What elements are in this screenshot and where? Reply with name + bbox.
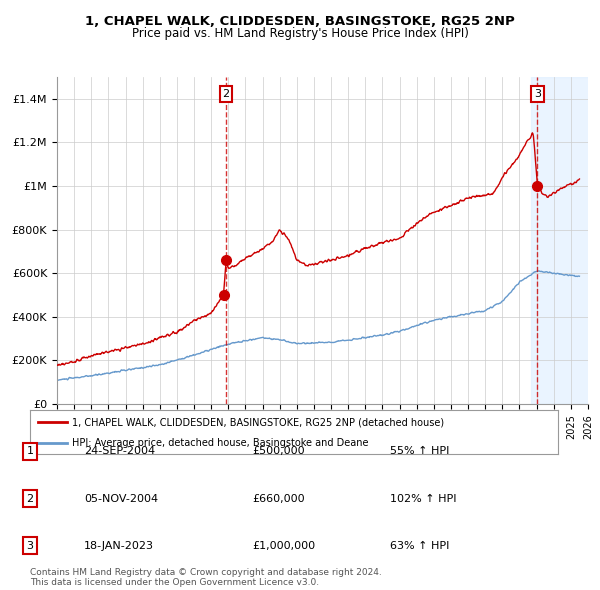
Text: Contains HM Land Registry data © Crown copyright and database right 2024.: Contains HM Land Registry data © Crown c… — [30, 568, 382, 576]
Text: 2: 2 — [26, 494, 34, 503]
Text: 1, CHAPEL WALK, CLIDDESDEN, BASINGSTOKE, RG25 2NP (detached house): 1, CHAPEL WALK, CLIDDESDEN, BASINGSTOKE,… — [72, 418, 445, 427]
Text: 63% ↑ HPI: 63% ↑ HPI — [390, 541, 449, 550]
Text: 2: 2 — [223, 89, 230, 99]
Text: 18-JAN-2023: 18-JAN-2023 — [84, 541, 154, 550]
Text: 1: 1 — [26, 447, 34, 456]
Text: 102% ↑ HPI: 102% ↑ HPI — [390, 494, 457, 503]
Text: HPI: Average price, detached house, Basingstoke and Deane: HPI: Average price, detached house, Basi… — [72, 438, 369, 448]
Text: £500,000: £500,000 — [252, 447, 305, 456]
Text: 05-NOV-2004: 05-NOV-2004 — [84, 494, 158, 503]
Text: This data is licensed under the Open Government Licence v3.0.: This data is licensed under the Open Gov… — [30, 578, 319, 587]
Text: 24-SEP-2004: 24-SEP-2004 — [84, 447, 155, 456]
Text: 3: 3 — [534, 89, 541, 99]
Text: £1,000,000: £1,000,000 — [252, 541, 315, 550]
Text: Price paid vs. HM Land Registry's House Price Index (HPI): Price paid vs. HM Land Registry's House … — [131, 27, 469, 40]
Text: 3: 3 — [26, 541, 34, 550]
Text: 55% ↑ HPI: 55% ↑ HPI — [390, 447, 449, 456]
Bar — [532, 77, 596, 404]
Text: 1, CHAPEL WALK, CLIDDESDEN, BASINGSTOKE, RG25 2NP: 1, CHAPEL WALK, CLIDDESDEN, BASINGSTOKE,… — [85, 15, 515, 28]
Text: £660,000: £660,000 — [252, 494, 305, 503]
